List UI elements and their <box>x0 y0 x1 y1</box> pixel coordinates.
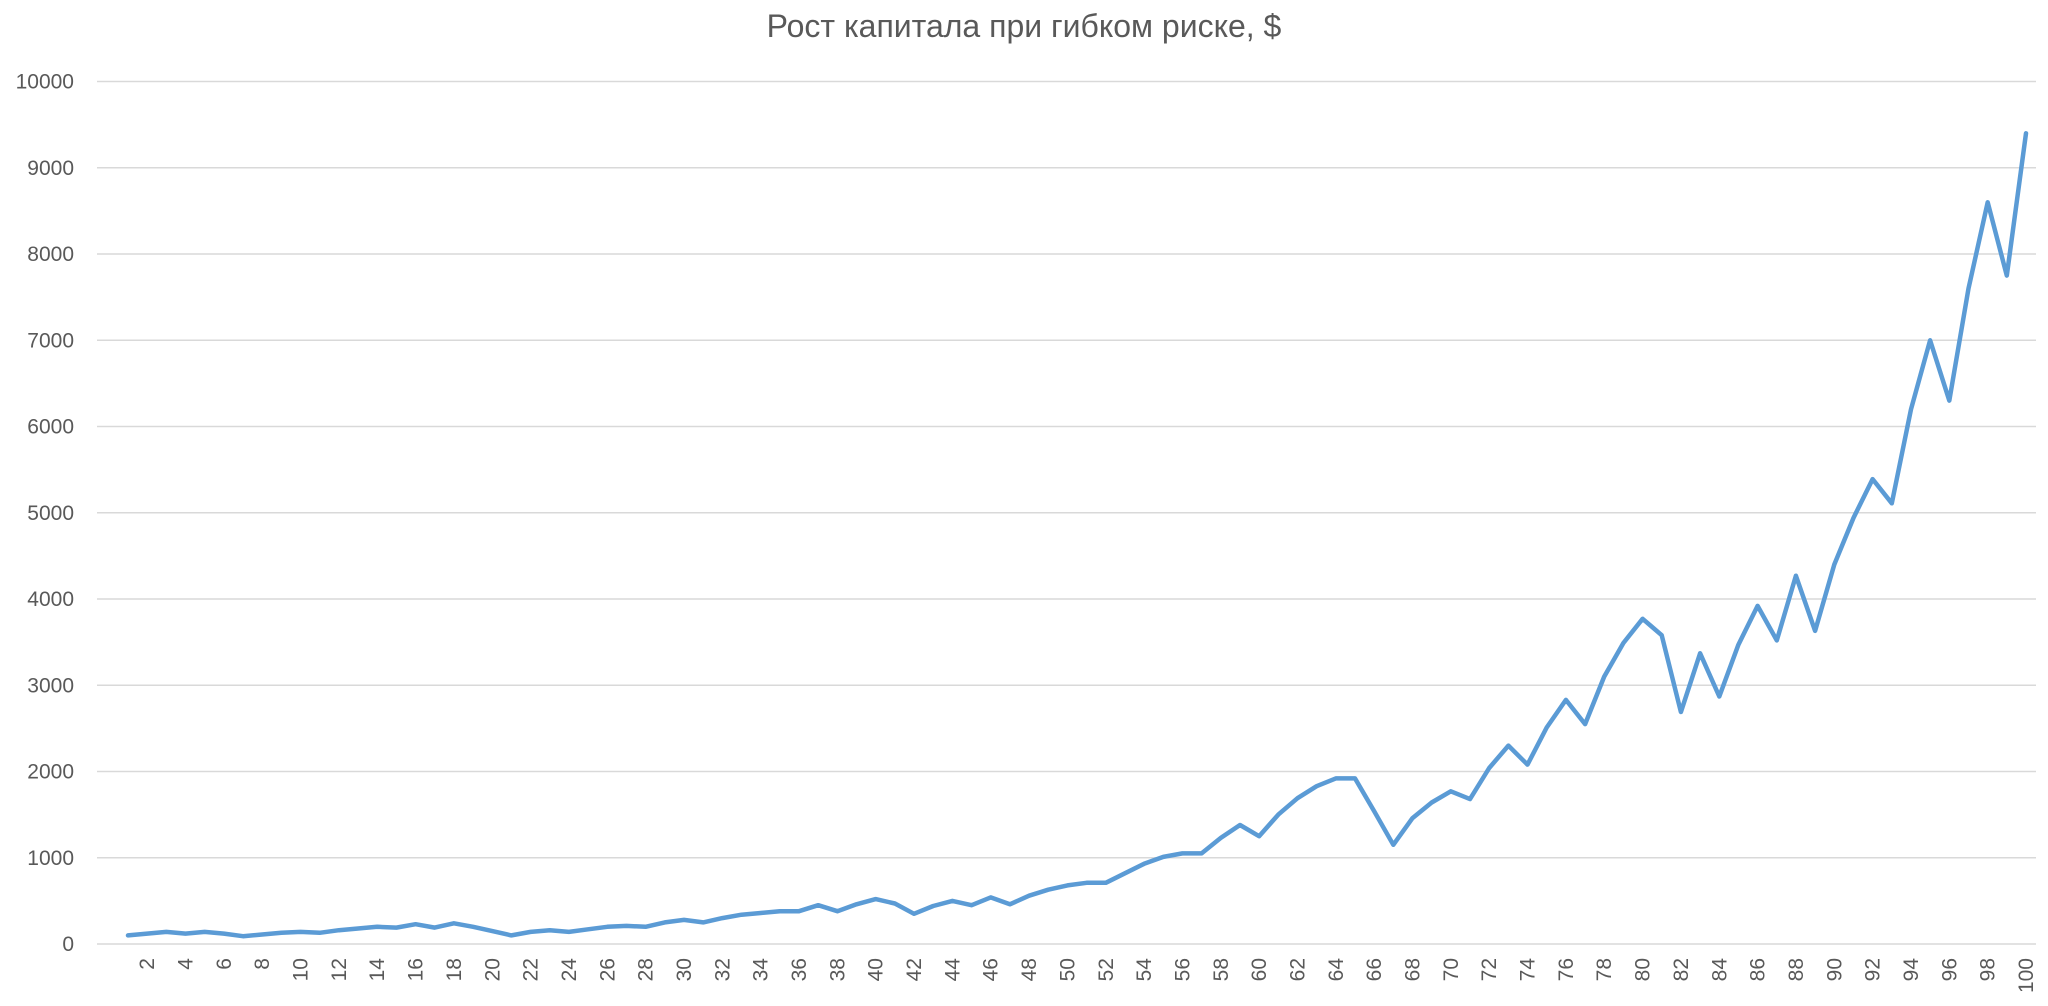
x-tick-label: 68 <box>1402 958 1425 981</box>
x-tick-label: 96 <box>1938 958 1961 981</box>
x-tick-label: 78 <box>1593 958 1616 981</box>
series-line <box>125 131 2029 939</box>
x-tick-label: 24 <box>558 958 581 982</box>
x-tick-label: 88 <box>1785 958 1808 981</box>
y-tick-label: 4000 <box>27 588 74 611</box>
x-tick-label: 70 <box>1440 958 1463 981</box>
x-tick-label: 94 <box>1900 958 1923 982</box>
x-tick-label: 32 <box>711 958 734 981</box>
x-tick-label: 34 <box>750 958 773 982</box>
y-tick-label: 9000 <box>27 157 74 180</box>
x-tick-label: 38 <box>826 958 849 981</box>
x-tick-label: 42 <box>903 958 926 981</box>
x-tick-label: 76 <box>1555 958 1578 981</box>
x-tick-label: 8 <box>251 958 274 970</box>
x-tick-label: 6 <box>213 958 236 970</box>
x-tick-label: 46 <box>980 958 1003 981</box>
x-tick-label: 36 <box>788 958 811 981</box>
y-tick-label: 10000 <box>16 71 74 94</box>
x-tick-label: 14 <box>366 958 389 982</box>
x-tick-label: 48 <box>1018 958 1041 981</box>
x-tick-label: 2 <box>136 958 159 970</box>
y-tick-label: 8000 <box>27 243 74 266</box>
x-tick-label: 90 <box>1823 958 1846 981</box>
y-tick-label: 0 <box>62 933 74 956</box>
x-tick-label: 22 <box>520 958 543 981</box>
x-tick-label: 58 <box>1210 958 1233 981</box>
x-tick-label: 16 <box>405 958 428 981</box>
x-tick-label: 20 <box>481 958 504 981</box>
x-tick-label: 86 <box>1747 958 1770 981</box>
x-tick-label: 62 <box>1286 958 1309 981</box>
x-tick-label: 28 <box>635 958 658 981</box>
y-tick-label: 7000 <box>27 329 74 352</box>
y-tick-label: 6000 <box>27 416 74 439</box>
x-tick-label: 74 <box>1517 958 1540 982</box>
x-tick-label: 82 <box>1670 958 1693 981</box>
y-tick-label: 5000 <box>27 502 74 525</box>
x-tick-label: 4 <box>175 958 198 970</box>
x-tick-label: 30 <box>673 958 696 981</box>
x-tick-label: 18 <box>443 958 466 981</box>
x-tick-label: 64 <box>1325 958 1348 982</box>
x-tick-label: 26 <box>596 958 619 981</box>
x-tick-label: 98 <box>1977 958 2000 981</box>
y-tick-label: 1000 <box>27 847 74 870</box>
x-tick-label: 100 <box>2015 958 2038 993</box>
x-tick-label: 80 <box>1632 958 1655 981</box>
x-tick-label: 40 <box>865 958 888 981</box>
y-tick-label: 2000 <box>27 761 74 784</box>
x-tick-label: 52 <box>1095 958 1118 981</box>
chart-title: Рост капитала при гибком риске, $ <box>766 8 1282 44</box>
x-tick-label: 44 <box>941 958 964 982</box>
x-tick-label: 10 <box>290 958 313 981</box>
x-tick-label: 92 <box>1862 958 1885 981</box>
x-tick-label: 84 <box>1708 958 1731 982</box>
x-tick-label: 56 <box>1171 958 1194 981</box>
x-tick-label: 12 <box>328 958 351 981</box>
x-tick-label: 60 <box>1248 958 1271 981</box>
y-tick-label: 3000 <box>27 674 74 697</box>
x-tick-label: 72 <box>1478 958 1501 981</box>
x-tick-label: 54 <box>1133 958 1156 982</box>
x-tick-label: 66 <box>1363 958 1386 981</box>
x-tick-label: 50 <box>1056 958 1079 981</box>
